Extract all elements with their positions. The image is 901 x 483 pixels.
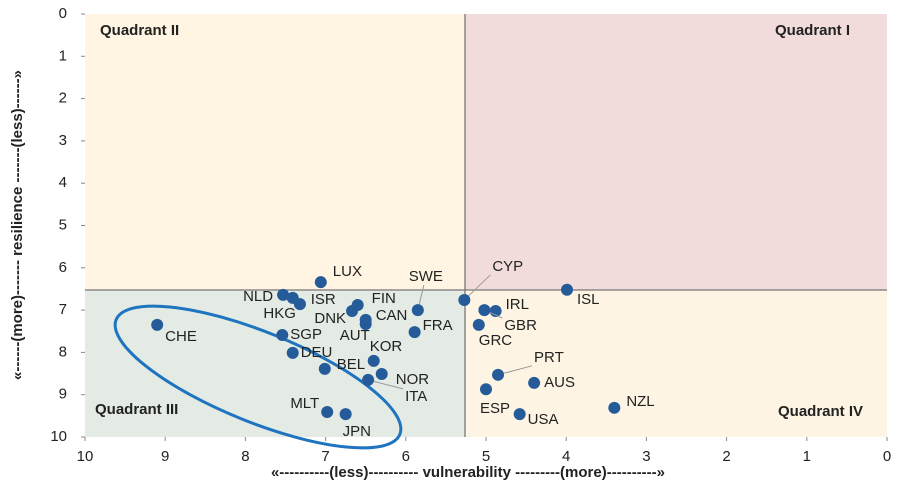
quadrant-i-bg	[465, 14, 887, 290]
point-label: CHE	[165, 328, 197, 345]
point-label: BEL	[337, 356, 365, 373]
quadrant-label: Quadrant II	[100, 22, 179, 39]
x-tick-label: 2	[722, 448, 730, 465]
point	[472, 318, 485, 331]
point	[411, 304, 424, 317]
point-label: AUS	[544, 374, 575, 391]
x-tick-label: 10	[77, 448, 94, 465]
point	[362, 373, 375, 386]
y-tick-label: 9	[59, 386, 67, 403]
point	[321, 406, 334, 419]
quadrant-label: Quadrant IV	[778, 403, 863, 420]
point-label: CYP	[492, 258, 523, 275]
y-tick-label: 2	[59, 90, 67, 107]
quadrant-ii-bg	[85, 14, 465, 290]
point-label: DNK	[314, 310, 346, 327]
y-tick-label: 6	[59, 259, 67, 276]
point-label: ISR	[311, 291, 336, 308]
point	[478, 304, 491, 317]
y-tick-label: 8	[59, 343, 67, 360]
point-label: HKG	[263, 305, 296, 322]
point-label: GRC	[479, 332, 512, 349]
point	[293, 298, 306, 311]
point-label: FRA	[423, 317, 453, 334]
x-tick-label: 3	[642, 448, 650, 465]
x-tick-label: 5	[482, 448, 490, 465]
point	[318, 362, 331, 375]
point-label: MLT	[290, 395, 319, 412]
point-label: USA	[528, 411, 559, 428]
point	[339, 408, 352, 421]
y-tick-label: 10	[50, 428, 67, 445]
point-label: GBR	[504, 317, 537, 334]
y-tick-label: 4	[59, 174, 67, 191]
point	[276, 329, 289, 342]
point	[314, 276, 327, 289]
point	[375, 367, 388, 380]
point	[286, 346, 299, 359]
point-label: ITA	[405, 388, 427, 405]
point-label: NOR	[396, 371, 430, 388]
point	[561, 283, 574, 296]
x-tick-label: 6	[402, 448, 410, 465]
point	[528, 376, 541, 389]
point	[408, 326, 421, 339]
point	[277, 288, 290, 301]
leader-line	[463, 274, 491, 301]
quadrant-label: Quadrant III	[95, 401, 178, 418]
quadrant-iv-bg	[465, 290, 887, 437]
point-label: LUX	[333, 263, 362, 280]
point-label: KOR	[370, 338, 403, 355]
y-tick-label: 1	[59, 47, 67, 64]
x-tick-label: 9	[161, 448, 169, 465]
y-tick-label: 3	[59, 132, 67, 149]
point	[151, 318, 164, 331]
point-label: NZL	[626, 393, 654, 410]
point-label: ISL	[577, 291, 600, 308]
point-label: AUT	[340, 327, 370, 344]
x-tick-label: 1	[803, 448, 811, 465]
point	[458, 293, 471, 306]
point	[513, 408, 526, 421]
x-tick-label: 4	[562, 448, 570, 465]
point	[346, 304, 359, 317]
point-label: JPN	[343, 423, 371, 440]
highlight-ellipse	[113, 304, 403, 450]
point-label: DEU	[301, 344, 333, 361]
point-label: FIN	[372, 290, 396, 307]
y-tick-label: 7	[59, 301, 67, 318]
point	[367, 354, 380, 367]
point-label: IRL	[506, 296, 529, 313]
point-label: SGP	[290, 326, 322, 343]
x-tick-label: 7	[321, 448, 329, 465]
point	[359, 318, 372, 331]
leader-line	[367, 379, 404, 390]
y-tick-label: 5	[59, 216, 67, 233]
quadrant-iii-bg	[85, 290, 465, 437]
point-label: CAN	[376, 307, 408, 324]
point-label: NLD	[243, 288, 273, 305]
point-label: SWE	[409, 268, 443, 285]
point-label: ESP	[480, 400, 510, 417]
point-label: PRT	[534, 349, 564, 366]
point	[608, 401, 621, 414]
x-tick-label: 0	[883, 448, 891, 465]
y-tick-label: 0	[59, 5, 67, 22]
quadrant-label: Quadrant I	[775, 22, 850, 39]
x-axis-label: «----------(less)---------- vulnerabilit…	[271, 464, 665, 481]
y-axis-label: «------(more)------- resilience -------(…	[9, 70, 26, 380]
x-tick-label: 8	[241, 448, 249, 465]
point	[492, 368, 505, 381]
point	[480, 383, 492, 396]
